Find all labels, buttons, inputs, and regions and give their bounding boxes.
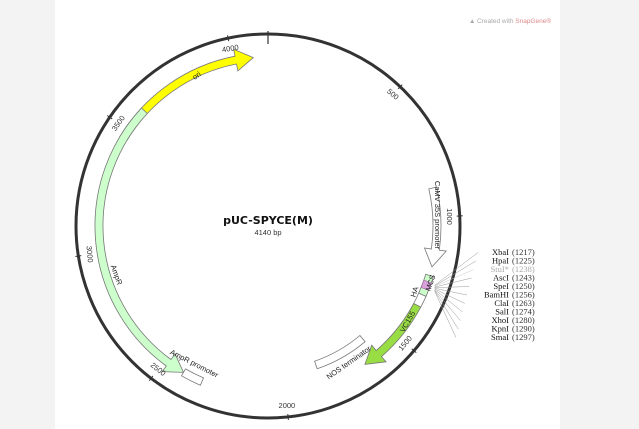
position-tick	[75, 255, 82, 257]
restriction-site[interactable]: AscI (1243)	[434, 273, 535, 288]
position-tick-label: 2000	[279, 401, 296, 410]
ori-feature[interactable]	[119, 48, 255, 142]
restriction-site-position: (1225)	[512, 256, 535, 266]
camv-35s-promoter-label: CaMV 35S promoter	[433, 181, 442, 250]
position-tick-label: 1000	[445, 208, 454, 225]
restriction-site[interactable]: ClaI (1263)	[434, 288, 535, 308]
restriction-site-name: StuI*	[491, 264, 509, 274]
restriction-site[interactable]: XhoI (1280)	[434, 289, 535, 325]
restriction-site-position: (1263)	[512, 298, 535, 308]
plasmid-map-panel	[55, 0, 560, 429]
svg-text:Created with SnapGene®: Created with SnapGene®	[477, 17, 551, 25]
restriction-site[interactable]: HpaI (1225)	[434, 256, 535, 287]
position-tick	[287, 413, 289, 420]
restriction-site-position: (1290)	[512, 324, 535, 334]
vc155-feature[interactable]	[364, 302, 422, 365]
position-tick	[411, 348, 417, 353]
restriction-site-name: SmaI	[491, 332, 509, 342]
restriction-site-position: (1217)	[512, 247, 535, 257]
ha-label: HA	[409, 285, 421, 298]
restriction-site-name: SalI	[495, 307, 509, 317]
restriction-site-name: BamHI	[484, 290, 509, 300]
position-tick	[148, 375, 154, 382]
restriction-site[interactable]: BamHI (1256)	[434, 288, 535, 300]
nos-terminator-feature[interactable]	[314, 334, 366, 370]
restriction-site-position: (1243)	[512, 273, 535, 283]
ampr-feature[interactable]	[94, 107, 185, 373]
restriction-site-name: XhoI	[492, 315, 510, 325]
restriction-site[interactable]: KpnI (1290)	[434, 290, 535, 334]
position-tick-label: 4000	[221, 43, 239, 55]
plasmid-size: 4140 bp	[254, 228, 281, 237]
restriction-site[interactable]: SpeI (1250)	[434, 281, 535, 291]
credit-brand: SnapGene®	[515, 17, 551, 25]
restriction-site-name: AscI	[493, 273, 509, 283]
position-tick-label: 3000	[85, 246, 95, 263]
restriction-site-position: (1238)	[512, 264, 535, 274]
mcs-cluster-marker	[420, 279, 432, 291]
restriction-site-name: HpaI	[492, 256, 509, 266]
ampr-promoter-feature[interactable]	[180, 368, 205, 386]
restriction-site-position: (1297)	[512, 332, 535, 342]
restriction-site-name: ClaI	[494, 298, 509, 308]
position-tick	[227, 35, 230, 42]
restriction-site-name: SpeI	[493, 281, 509, 291]
snapgene-logo-icon: ▲	[469, 18, 475, 25]
snapgene-credit[interactable]: ▲ Created with SnapGene®	[469, 17, 551, 25]
restriction-site[interactable]: XbaI (1217)	[434, 247, 535, 286]
restriction-site-position: (1280)	[512, 315, 535, 325]
restriction-site-name: XbaI	[492, 247, 509, 257]
restriction-site-position: (1256)	[512, 290, 535, 300]
restriction-site-position: (1250)	[512, 281, 535, 291]
camv-35s-promoter-feature[interactable]	[423, 186, 447, 268]
restriction-site-position: (1274)	[512, 307, 535, 317]
position-tick	[107, 115, 113, 120]
plasmid-name: pUC-SPYCE(M)	[223, 214, 313, 227]
restriction-site[interactable]: StuI* (1238)	[434, 264, 535, 287]
credit-prefix: Created with	[477, 18, 515, 25]
restriction-site[interactable]: SmaI (1297)	[434, 291, 535, 342]
restriction-site[interactable]: SalI (1274)	[434, 289, 535, 317]
restriction-site-name: KpnI	[492, 324, 510, 334]
position-tick	[397, 84, 403, 90]
vc155-label: VC155	[398, 310, 417, 334]
